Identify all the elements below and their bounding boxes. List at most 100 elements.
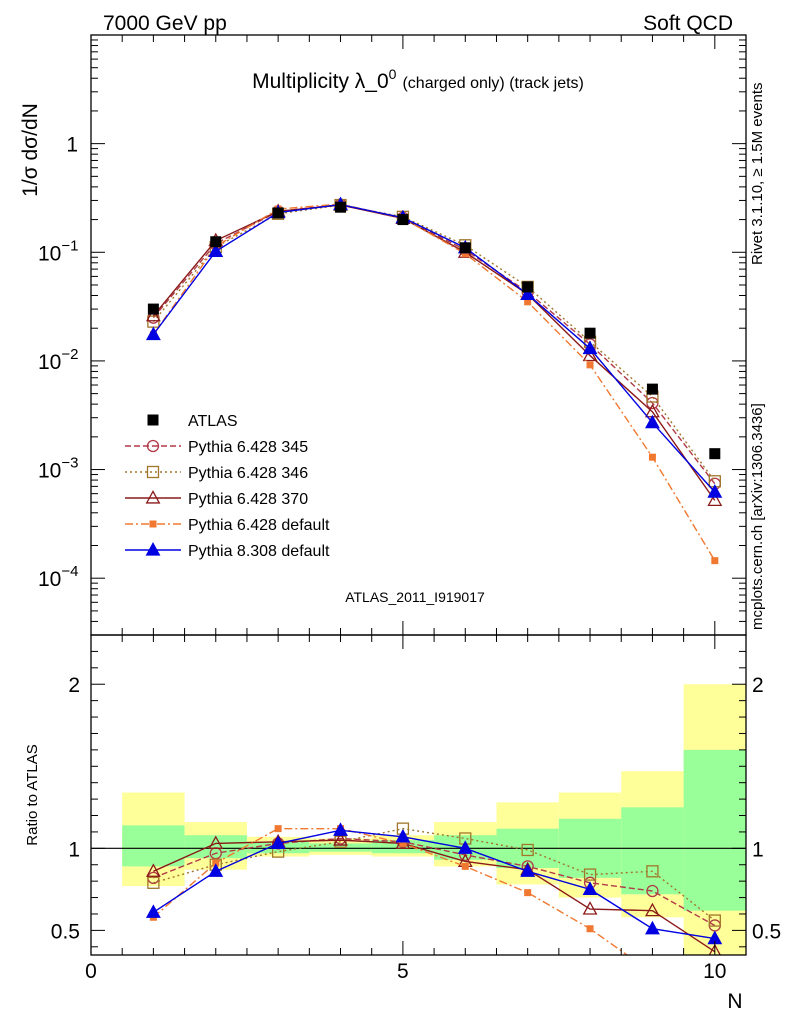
data-point <box>334 835 347 848</box>
data-point <box>648 453 656 461</box>
lower-series-1 <box>147 822 721 927</box>
data-point <box>459 242 471 254</box>
y-tick-label: 1 <box>66 134 78 157</box>
main-title-text: Multiplicity λ_0 <box>252 70 389 93</box>
upper-series-4 <box>149 200 719 565</box>
data-point <box>457 840 473 854</box>
legend-entry: Pythia 6.428 346 <box>125 465 308 482</box>
data-point <box>145 490 161 504</box>
data-point <box>145 542 161 556</box>
data-point <box>147 414 159 426</box>
y-tick-label: 10−4 <box>38 563 78 591</box>
legend-entry: Pythia 6.428 370 <box>125 490 308 508</box>
y-tick-exp: −4 <box>61 563 78 580</box>
data-point <box>524 889 532 897</box>
data-point <box>333 822 348 836</box>
ratio-y-tick-label-right: 2 <box>752 674 764 697</box>
data-point <box>645 920 660 935</box>
data-point <box>645 902 660 917</box>
lower-series-4 <box>145 822 723 945</box>
x-tick-label: 0 <box>85 960 97 983</box>
y-tick-base: 10 <box>38 351 61 374</box>
lower-frame <box>90 634 747 956</box>
data-point <box>145 326 161 341</box>
data-point <box>208 243 224 257</box>
data-point <box>711 557 719 565</box>
data-point <box>520 863 536 877</box>
ratio-y-tick-label-left: 2 <box>68 674 80 697</box>
data-point <box>461 862 469 870</box>
data-point <box>146 465 160 479</box>
data-point <box>645 414 660 429</box>
legend-entry: Pythia 8.308 default <box>125 542 330 560</box>
data-point <box>145 307 161 322</box>
series-line <box>152 203 716 562</box>
data-point <box>524 298 532 306</box>
legend-entry: ATLAS <box>147 413 238 430</box>
legend-label: ATLAS <box>188 413 238 430</box>
uncertainty-bands <box>122 684 746 955</box>
data-point <box>582 340 598 355</box>
data-point <box>335 201 347 213</box>
legend-entry: Pythia 6.428 345 <box>125 439 308 456</box>
data-point <box>711 993 718 1000</box>
x-axis-label: N <box>727 990 742 1013</box>
data-point <box>582 901 598 915</box>
ratio-y-tick-label-right: 1 <box>752 838 764 861</box>
ratio-y-tick-label-left: 0.5 <box>51 920 80 943</box>
data-point <box>646 884 659 898</box>
data-point <box>397 214 409 226</box>
upper-series-0 <box>147 201 721 460</box>
data-point <box>147 876 160 889</box>
data-point <box>709 448 721 460</box>
data-point <box>522 281 534 293</box>
y-tick-base: 10 <box>38 460 61 483</box>
main-title: Multiplicity λ_00 (charged only) (track j… <box>252 66 584 93</box>
side-label-top: Rivet 3.1.10, ≥ 1.5M events <box>749 83 766 266</box>
series-line <box>152 203 716 493</box>
ratio-line <box>152 829 715 940</box>
data-point <box>147 303 159 315</box>
side-label-bottom: mcplots.cern.ch [arXiv:1306.3436] <box>749 403 766 630</box>
data-point <box>274 825 282 833</box>
legend-label: Pythia 6.428 370 <box>188 491 308 508</box>
data-point <box>399 839 407 847</box>
x-tick-label: 5 <box>397 960 409 983</box>
data-point <box>212 859 220 867</box>
data-point <box>707 484 723 498</box>
y-tick-exp: −3 <box>61 455 78 472</box>
y-tick-base: 10 <box>38 568 61 591</box>
data-point <box>646 383 658 395</box>
lower-ylabel: Ratio to ATLAS <box>24 744 41 845</box>
band-green <box>184 835 247 859</box>
data-point <box>584 327 596 339</box>
legend-label: Pythia 8.308 default <box>188 543 330 560</box>
data-point <box>333 832 348 846</box>
data-point <box>270 835 286 850</box>
data-point <box>145 904 161 918</box>
upper-panel <box>145 196 723 565</box>
ratio-line <box>153 837 716 927</box>
y-tick-label: 10−3 <box>38 455 78 483</box>
data-point <box>707 492 723 507</box>
y-tick-base: 10 <box>38 242 61 265</box>
data-point <box>461 250 469 258</box>
data-point <box>586 925 594 933</box>
data-point <box>272 207 284 219</box>
legend-label: Pythia 6.428 345 <box>188 439 308 456</box>
x-tick-label: 10 <box>703 960 726 983</box>
data-point <box>583 868 597 881</box>
data-point <box>208 863 224 877</box>
ratio-line <box>153 827 716 922</box>
legend-label: Pythia 6.428 default <box>188 517 330 534</box>
main-title-sup: 0 <box>389 66 397 82</box>
band-green <box>683 749 746 911</box>
legend: ATLAS Pythia 6.428 345 Pythia 6.428 346 Pyt… <box>125 413 330 560</box>
data-point <box>395 828 411 843</box>
data-point <box>210 236 222 248</box>
series-line <box>152 204 716 501</box>
data-point <box>582 881 598 895</box>
data-point <box>149 520 157 528</box>
data-point <box>521 843 534 857</box>
